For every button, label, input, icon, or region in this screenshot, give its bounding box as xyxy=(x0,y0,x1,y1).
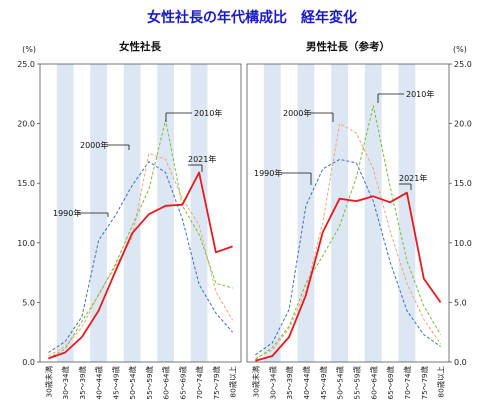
series-line-2021年 xyxy=(255,191,442,362)
x-category-label: 30～34歳 xyxy=(268,365,277,399)
series-annotation-label: 2000年 xyxy=(80,140,108,150)
y-tick-label: 20.0 xyxy=(454,120,472,129)
series-line-2010年 xyxy=(48,119,233,359)
x-category-label: 65～69歳 xyxy=(386,365,395,399)
series-line-2021年 xyxy=(48,171,233,360)
series-annotation-label: 2021年 xyxy=(188,154,216,164)
x-category-label: 30～34歳 xyxy=(61,365,70,399)
y-tick-label: 15.0 xyxy=(454,179,472,188)
y-axis-unit: (%) xyxy=(453,45,467,54)
x-category-label: 70～74歳 xyxy=(195,365,204,399)
y-axis-unit: (%) xyxy=(22,45,36,54)
panel-title: 女性社長 xyxy=(119,40,161,53)
x-category-label: 55～59歳 xyxy=(352,365,361,399)
x-category-label: 60～64歳 xyxy=(162,365,171,399)
x-category-label: 75～79歳 xyxy=(420,365,429,399)
x-category-label: 40～44歳 xyxy=(302,365,311,399)
x-category-label: 50～54歳 xyxy=(128,365,137,399)
y-tick-label: 5.0 xyxy=(454,298,467,307)
column-band xyxy=(297,64,315,362)
column-band xyxy=(157,64,174,362)
series-line-1990年 xyxy=(255,158,441,356)
y-tick-label: 10.0 xyxy=(454,239,472,248)
series-line-2010年 xyxy=(255,105,442,361)
series-line-2000年 xyxy=(255,123,442,359)
series-line-2000年 xyxy=(48,152,234,357)
y-tick-label: 25.0 xyxy=(17,60,35,69)
series-line-1990年 xyxy=(48,161,233,353)
x-category-label: 60～64歳 xyxy=(369,365,378,399)
x-category-label: 70～74歳 xyxy=(403,365,412,399)
main-title: 女性社長の年代構成比 経年変化 xyxy=(147,9,357,26)
series-annotation-label: 2010年 xyxy=(406,89,434,99)
series-annotation-label: 1990年 xyxy=(53,208,81,218)
column-band xyxy=(398,64,416,362)
panel-title: 男性社長（参考） xyxy=(306,40,390,53)
x-category-label: 35～39歳 xyxy=(78,365,87,399)
x-category-label: 45～49歳 xyxy=(111,365,120,399)
column-band xyxy=(364,64,382,362)
x-category-label: 35～39歳 xyxy=(285,365,294,399)
plot-frame xyxy=(39,63,242,363)
x-category-label: 65～69歳 xyxy=(178,365,187,399)
x-category-label: 30歳未満 xyxy=(251,365,260,397)
panel-male-presidents: 男性社長（参考） 0.0 5.0 10.0 15.0 20.0 25.0 (%) 30歳未満 30… xyxy=(246,40,472,400)
column-band xyxy=(56,64,74,362)
y-tick-label: 0.0 xyxy=(22,358,35,367)
x-category-label: 80歳以上 xyxy=(437,365,446,397)
x-category-label: 80歳以上 xyxy=(229,365,238,397)
series-annotation-label: 2000年 xyxy=(283,108,311,118)
column-band xyxy=(123,64,141,362)
column-band xyxy=(331,64,348,362)
y-tick-label: 0.0 xyxy=(454,358,467,367)
panel-female-presidents: 女性社長 0.0 5.0 10.0 15.0 20.0 25.0 (%) 30歳未満 30～34歳… xyxy=(17,40,242,400)
y-tick-label: 15.0 xyxy=(17,179,35,188)
x-category-label: 50～54歳 xyxy=(336,365,345,399)
x-category-label: 75～79歳 xyxy=(212,365,221,399)
x-category-label: 40～44歳 xyxy=(95,365,104,399)
y-tick-label: 10.0 xyxy=(17,239,35,248)
plot-frame xyxy=(246,63,450,363)
column-band xyxy=(263,64,281,362)
y-tick-label: 5.0 xyxy=(22,298,35,307)
series-annotation-label: 2010年 xyxy=(194,108,222,118)
series-annotation-label: 1990年 xyxy=(254,168,282,178)
x-category-label: 30歳未満 xyxy=(44,365,53,397)
column-band xyxy=(190,64,208,362)
series-annotation-label: 2021年 xyxy=(399,173,427,183)
x-category-label: 45～49歳 xyxy=(319,365,328,399)
y-tick-label: 25.0 xyxy=(454,60,472,69)
x-category-label: 55～59歳 xyxy=(145,365,154,399)
y-tick-label: 20.0 xyxy=(17,120,35,129)
